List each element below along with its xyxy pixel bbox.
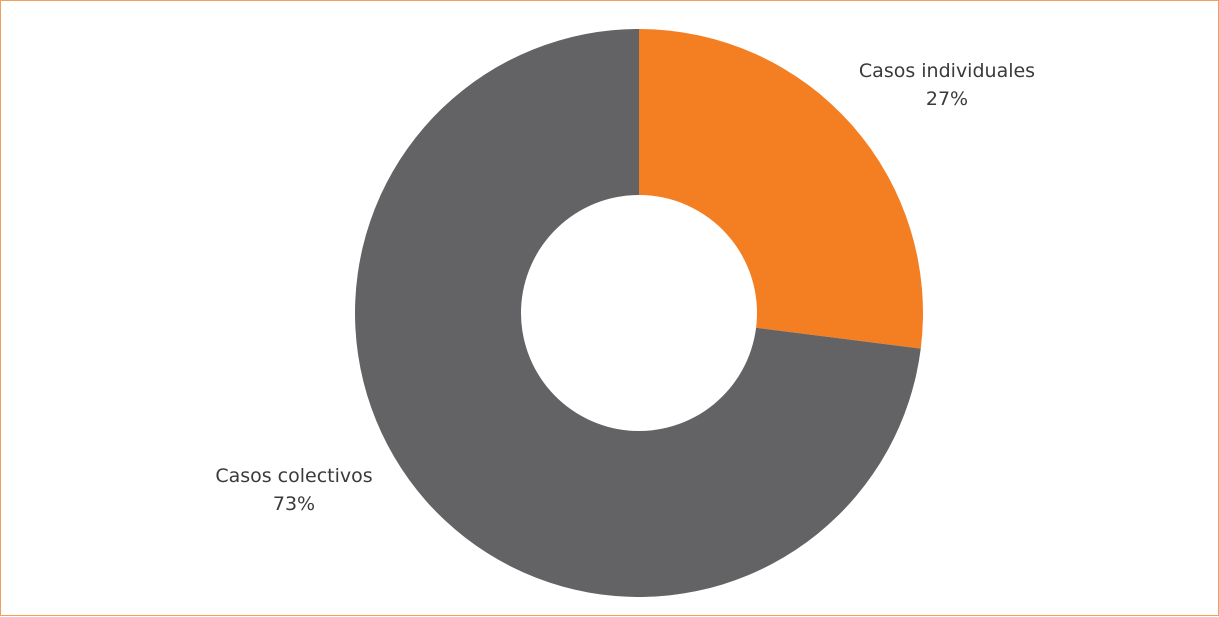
slices-group [354, 29, 923, 597]
slice-label-individuales-name: Casos individuales [859, 60, 1035, 82]
slice-casos-individuales [639, 29, 923, 349]
slice-label-colectivos-name: Casos colectivos [215, 465, 372, 487]
slice-label-colectivos-value: 73% [273, 493, 315, 515]
labels-group: Casos individuales 27% Casos colectivos … [215, 60, 1035, 515]
slice-label-individuales-value: 27% [926, 88, 968, 110]
slice-casos-colectivos [354, 29, 921, 597]
